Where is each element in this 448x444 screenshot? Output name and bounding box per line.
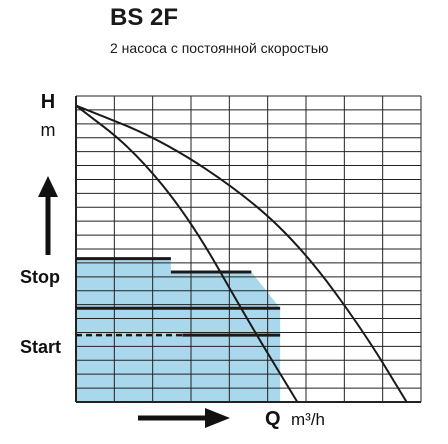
grid bbox=[75, 95, 422, 403]
chart-title: BS 2F bbox=[110, 4, 179, 31]
x-axis-label: Q bbox=[265, 408, 281, 430]
curves bbox=[75, 104, 408, 403]
shaded-area bbox=[76, 258, 281, 402]
operating-region bbox=[76, 258, 281, 402]
levels bbox=[76, 257, 281, 337]
pump-curve-2 bbox=[75, 104, 408, 403]
y-axis-label: H bbox=[41, 91, 55, 113]
chart-subtitle: 2 насоса с постоянной скоростью bbox=[110, 40, 329, 56]
right-arrow-head-icon bbox=[205, 408, 230, 428]
stop-label: Stop bbox=[20, 267, 60, 287]
y-axis-unit: m bbox=[41, 120, 56, 140]
x-axis-unit: m³/h bbox=[291, 410, 325, 429]
pump-curve-1 bbox=[75, 104, 299, 403]
up-arrow-head-icon bbox=[38, 176, 58, 197]
start-label: Start bbox=[20, 337, 61, 357]
